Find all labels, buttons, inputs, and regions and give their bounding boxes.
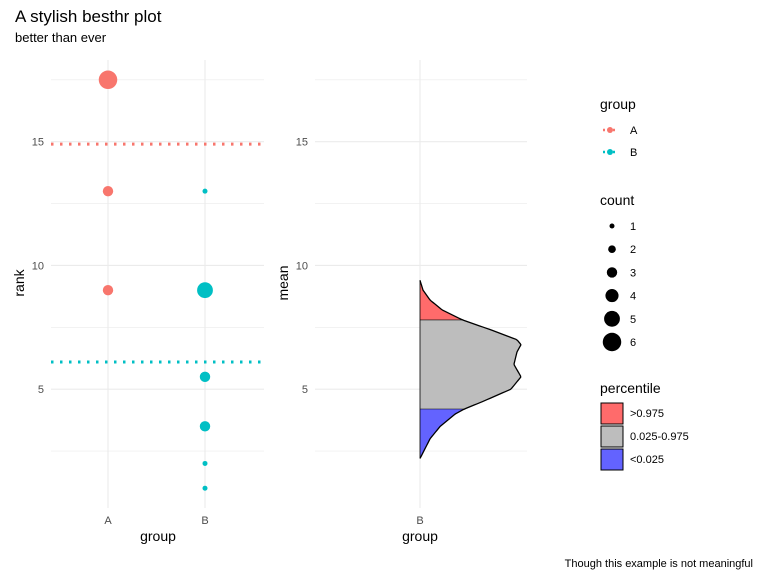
legend-count-dot: [605, 289, 619, 303]
rank-panel: 5 10 15 A B: [32, 60, 264, 527]
legend-count-label: 2: [630, 244, 636, 256]
rank-point: [197, 282, 213, 299]
rank-x-tick-label: A: [104, 515, 112, 527]
legend-percentile-title: percentile: [600, 380, 661, 396]
legend-group-title: group: [600, 96, 636, 112]
legend-count-label: 5: [630, 314, 636, 326]
density-region-lower: [420, 408, 465, 459]
rank-y-tick-label: 10: [32, 260, 44, 272]
rank-y-axis-title: rank: [11, 268, 27, 296]
legend-percentile-label: <0.025: [630, 454, 664, 466]
legend-count-label: 4: [630, 291, 636, 303]
mean-x-axis-title: group: [402, 528, 438, 544]
rank-x-tick-label: B: [201, 515, 208, 527]
rank-x-axis-title: group: [140, 528, 176, 544]
rank-point: [102, 284, 114, 296]
legend-percentile: percentile >0.975 0.025-0.975 <0.025: [600, 380, 689, 471]
rank-point: [98, 70, 118, 90]
legend-count-dot: [606, 267, 618, 278]
legend-percentile-swatch: [600, 402, 624, 425]
mean-panel: 5 10 15 B: [296, 60, 527, 527]
legend-count-label: 3: [630, 267, 636, 279]
rank-y-tick-label: 15: [32, 137, 44, 149]
legend-count-dot: [609, 223, 615, 229]
density-outline: [419, 280, 522, 459]
rank-point: [199, 371, 211, 383]
legend-percentile-label: >0.975: [630, 408, 664, 420]
chart-title: A stylish besthr plot: [15, 7, 162, 26]
legend-key-point: [607, 149, 613, 155]
legend-count-dot: [608, 245, 616, 254]
rank-point: [102, 185, 114, 197]
legend-group-label: B: [630, 147, 637, 159]
legend-percentile-swatch: [600, 448, 624, 471]
density-region-middle: [420, 319, 521, 409]
legend-count: count 1 2 3 4 5 6: [600, 192, 636, 352]
mean-y-axis-title: mean: [275, 265, 291, 300]
chart-subtitle: better than ever: [15, 30, 107, 45]
legend-percentile-swatch: [600, 425, 624, 448]
rank-point: [202, 460, 208, 466]
rank-point: [202, 188, 208, 194]
legend-count-dot: [604, 310, 620, 327]
mean-y-tick-label: 10: [296, 260, 308, 272]
legend-group: group AB: [600, 96, 638, 159]
legend-count-title: count: [600, 192, 634, 208]
legend-key-point: [607, 127, 613, 133]
legend-group-label: A: [630, 125, 638, 137]
legend-percentile-label: 0.025-0.975: [630, 431, 689, 443]
legend-count-label: 1: [630, 221, 636, 233]
rank-point: [202, 485, 208, 491]
density-region-upper: [420, 280, 463, 320]
rank-y-tick-label: 5: [38, 384, 44, 396]
mean-y-tick-label: 5: [302, 384, 308, 396]
rank-point: [199, 421, 211, 432]
mean-y-tick-label: 15: [296, 137, 308, 149]
legend-count-label: 6: [630, 337, 636, 349]
mean-x-tick-label: B: [416, 515, 423, 527]
legend-count-dot: [602, 332, 622, 352]
chart-caption: Though this example is not meaningful: [565, 558, 753, 570]
